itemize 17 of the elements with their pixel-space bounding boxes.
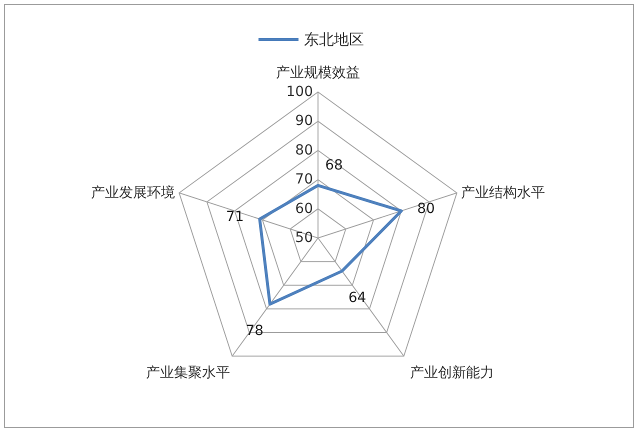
- y-tick-label: 90: [295, 113, 313, 130]
- spoke-label: 产业集聚水平: [146, 365, 230, 382]
- data-label: 80: [417, 200, 435, 217]
- y-tick-label: 80: [295, 142, 313, 158]
- spoke-label: 产业发展环境: [91, 184, 176, 201]
- data-label: 78: [246, 323, 264, 340]
- spoke-label: 产业结构水平: [460, 184, 545, 201]
- data-label: 64: [348, 290, 366, 306]
- legend-label: 东北地区: [304, 30, 364, 48]
- y-tick-label: 60: [295, 200, 313, 217]
- y-tick-label: 70: [295, 172, 313, 188]
- data-label: 68: [325, 157, 343, 174]
- y-tick-label: 100: [286, 84, 313, 100]
- spoke-label: 产业创新能力: [410, 365, 494, 382]
- y-tick-label: 50: [295, 230, 313, 246]
- spoke-label: 产业规模效益: [276, 65, 360, 81]
- data-label: 71: [226, 209, 244, 226]
